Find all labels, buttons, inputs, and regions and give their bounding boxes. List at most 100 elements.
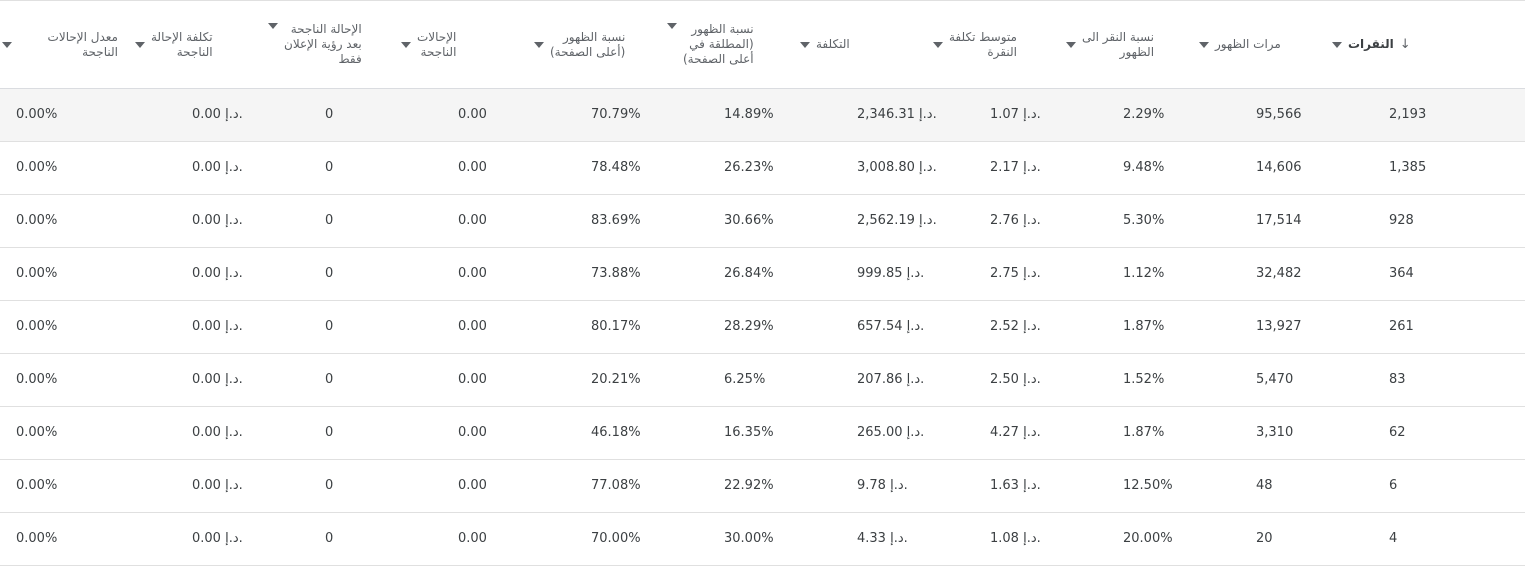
cell-conversions: 0.00: [458, 531, 487, 546]
cell-top-rate: 70.79%: [591, 107, 641, 122]
cell-conversions: 0.00: [458, 266, 487, 281]
sort-descending-icon: ↓: [1399, 37, 1411, 52]
dropdown-caret-icon[interactable]: [1199, 41, 1209, 48]
cell-ctr: 9.48%: [1123, 160, 1165, 175]
table-row[interactable]: 62 3,310 1.87% 4.27 د.إ. 265.00 د.إ. 16.35% 46…: [0, 407, 1525, 460]
cell-cost-per-conv: 0.00 د.إ.: [192, 425, 243, 440]
cell-top-rate: 77.08%: [591, 478, 641, 493]
column-header-label: التكلفة: [816, 37, 850, 51]
cell-top-rate: 20.21%: [591, 372, 641, 387]
cell-clicks: 4: [1389, 531, 1398, 546]
cell-clicks: 261: [1389, 319, 1414, 334]
cell-avg-cpc: 1.08 د.إ.: [990, 531, 1041, 546]
cell-view-through-conv: 0: [325, 107, 334, 122]
cell-view-through-conv: 0: [325, 531, 334, 546]
table-row[interactable]: 6 48 12.50% 1.63 د.إ. 9.78 د.إ. 22.92% 77.08% 0…: [0, 460, 1525, 513]
cell-cost: 657.54 د.إ.: [857, 319, 925, 334]
dropdown-caret-icon[interactable]: [534, 41, 544, 48]
dropdown-caret-icon[interactable]: [800, 41, 810, 48]
column-header-label: متوسط تكلفة النقرة: [949, 29, 1017, 59]
cell-view-through-conv: 0: [325, 160, 334, 175]
table-row[interactable]: 928 17,514 5.30% 2.76 د.إ. 2,562.19 د.إ. 30.6…: [0, 195, 1525, 248]
dropdown-caret-icon[interactable]: [667, 23, 677, 29]
table-row[interactable]: 1,385 14,606 9.48% 2.17 د.إ. 3,008.80 د.إ. 26…: [0, 142, 1525, 195]
cell-avg-cpc: 1.63 د.إ.: [990, 478, 1041, 493]
cell-impressions: 5,470: [1256, 372, 1294, 387]
cell-ctr: 1.12%: [1123, 266, 1165, 281]
cell-impressions: 17,514: [1256, 213, 1302, 228]
cell-clicks: 1,385: [1389, 160, 1427, 175]
column-header-cost-per-conv[interactable]: تكلفة الإحالة الناجحة: [135, 1, 268, 88]
table-row[interactable]: 261 13,927 1.87% 2.52 د.إ. 657.54 د.إ. 28.29%…: [0, 301, 1525, 354]
cell-avg-cpc: 2.50 د.إ.: [990, 372, 1041, 387]
cell-avg-cpc: 2.52 د.إ.: [990, 319, 1041, 334]
table-row[interactable]: 364 32,482 1.12% 2.75 د.إ. 999.85 د.إ. 26.84%…: [0, 248, 1525, 301]
cell-conversions: 0.00: [458, 372, 487, 387]
cell-cost-per-conv: 0.00 د.إ.: [192, 478, 243, 493]
cell-conversions: 0.00: [458, 160, 487, 175]
cell-impressions: 13,927: [1256, 319, 1302, 334]
cell-avg-cpc: 2.75 د.إ.: [990, 266, 1041, 281]
table-row[interactable]: 2,193 95,566 2.29% 1.07 د.إ. 2,346.31 د.إ. 14…: [0, 89, 1525, 142]
column-header-label: مرات الظهور: [1215, 37, 1281, 51]
cell-avg-cpc: 4.27 د.إ.: [990, 425, 1041, 440]
column-header-top-rate[interactable]: نسبة الظهور (أعلى الصفحة): [534, 1, 667, 88]
cell-cost-per-conv: 0.00 د.إ.: [192, 531, 243, 546]
cell-cost: 9.78 د.إ.: [857, 478, 908, 493]
cell-top-rate: 46.18%: [591, 425, 641, 440]
cell-abs-top-rate: 26.23%: [724, 160, 774, 175]
column-header-impressions[interactable]: مرات الظهور: [1199, 1, 1332, 88]
dropdown-caret-icon[interactable]: [1066, 41, 1076, 48]
cell-impressions: 20: [1256, 531, 1273, 546]
cell-conversions: 0.00: [458, 478, 487, 493]
column-header-clicks[interactable]: ↓ النقرات: [1332, 1, 1465, 88]
column-header-label: الإحالة الناجحة بعد رؤية الإعلان فقط: [284, 22, 362, 66]
column-header-label: النقرات: [1348, 37, 1394, 51]
cell-clicks: 83: [1389, 372, 1406, 387]
cell-impressions: 3,310: [1256, 425, 1294, 440]
dropdown-caret-icon[interactable]: [933, 41, 943, 48]
table-header-row: ↓ النقرات مرات الظهور نسبة النقر الى الظهور…: [0, 1, 1525, 89]
cell-conv-rate: 0.00%: [16, 372, 58, 387]
column-header-avg-cpc[interactable]: متوسط تكلفة النقرة: [933, 1, 1066, 88]
cell-view-through-conv: 0: [325, 266, 334, 281]
cell-view-through-conv: 0: [325, 372, 334, 387]
dropdown-caret-icon[interactable]: [401, 41, 411, 48]
column-header-conversions[interactable]: الإحالات الناجحة: [401, 1, 534, 88]
dropdown-caret-icon[interactable]: [2, 41, 12, 48]
cell-impressions: 14,606: [1256, 160, 1302, 175]
column-header-label: نسبة الظهور (المطلقة في أعلى الصفحة): [683, 22, 754, 66]
cell-ctr: 1.52%: [1123, 372, 1165, 387]
cell-cost: 999.85 د.إ.: [857, 266, 925, 281]
table-row[interactable]: 83 5,470 1.52% 2.50 د.إ. 207.86 د.إ. 6.25% 20.…: [0, 354, 1525, 407]
cell-cost: 265.00 د.إ.: [857, 425, 925, 440]
dropdown-caret-icon[interactable]: [135, 41, 145, 48]
cell-abs-top-rate: 30.00%: [724, 531, 774, 546]
cell-top-rate: 70.00%: [591, 531, 641, 546]
cell-clicks: 2,193: [1389, 107, 1427, 122]
column-header-abs-top-rate[interactable]: نسبة الظهور (المطلقة في أعلى الصفحة): [667, 1, 800, 88]
dropdown-caret-icon[interactable]: [268, 23, 278, 29]
column-header-label: نسبة الظهور (أعلى الصفحة): [550, 29, 626, 59]
cell-cost-per-conv: 0.00 د.إ.: [192, 107, 243, 122]
cell-cost-per-conv: 0.00 د.إ.: [192, 372, 243, 387]
column-header-label: نسبة النقر الى الظهور: [1082, 29, 1155, 59]
cell-conversions: 0.00: [458, 425, 487, 440]
cell-cost: 4.33 د.إ.: [857, 531, 908, 546]
column-header-conv-rate[interactable]: معدل الإحالات الناجحة: [2, 1, 135, 88]
cell-impressions: 32,482: [1256, 266, 1302, 281]
cell-top-rate: 73.88%: [591, 266, 641, 281]
table-row[interactable]: 4 20 20.00% 1.08 د.إ. 4.33 د.إ. 30.00% 70.00% 0…: [0, 513, 1525, 566]
column-header-cost[interactable]: التكلفة: [800, 1, 933, 88]
column-header-view-through-conv[interactable]: الإحالة الناجحة بعد رؤية الإعلان فقط: [268, 1, 401, 88]
cell-abs-top-rate: 30.66%: [724, 213, 774, 228]
cell-impressions: 95,566: [1256, 107, 1302, 122]
cell-abs-top-rate: 26.84%: [724, 266, 774, 281]
cell-abs-top-rate: 28.29%: [724, 319, 774, 334]
column-header-ctr[interactable]: نسبة النقر الى الظهور: [1066, 1, 1199, 88]
cell-ctr: 20.00%: [1123, 531, 1173, 546]
cell-view-through-conv: 0: [325, 319, 334, 334]
cell-cost-per-conv: 0.00 د.إ.: [192, 160, 243, 175]
dropdown-caret-icon[interactable]: [1332, 41, 1342, 48]
cell-conv-rate: 0.00%: [16, 160, 58, 175]
